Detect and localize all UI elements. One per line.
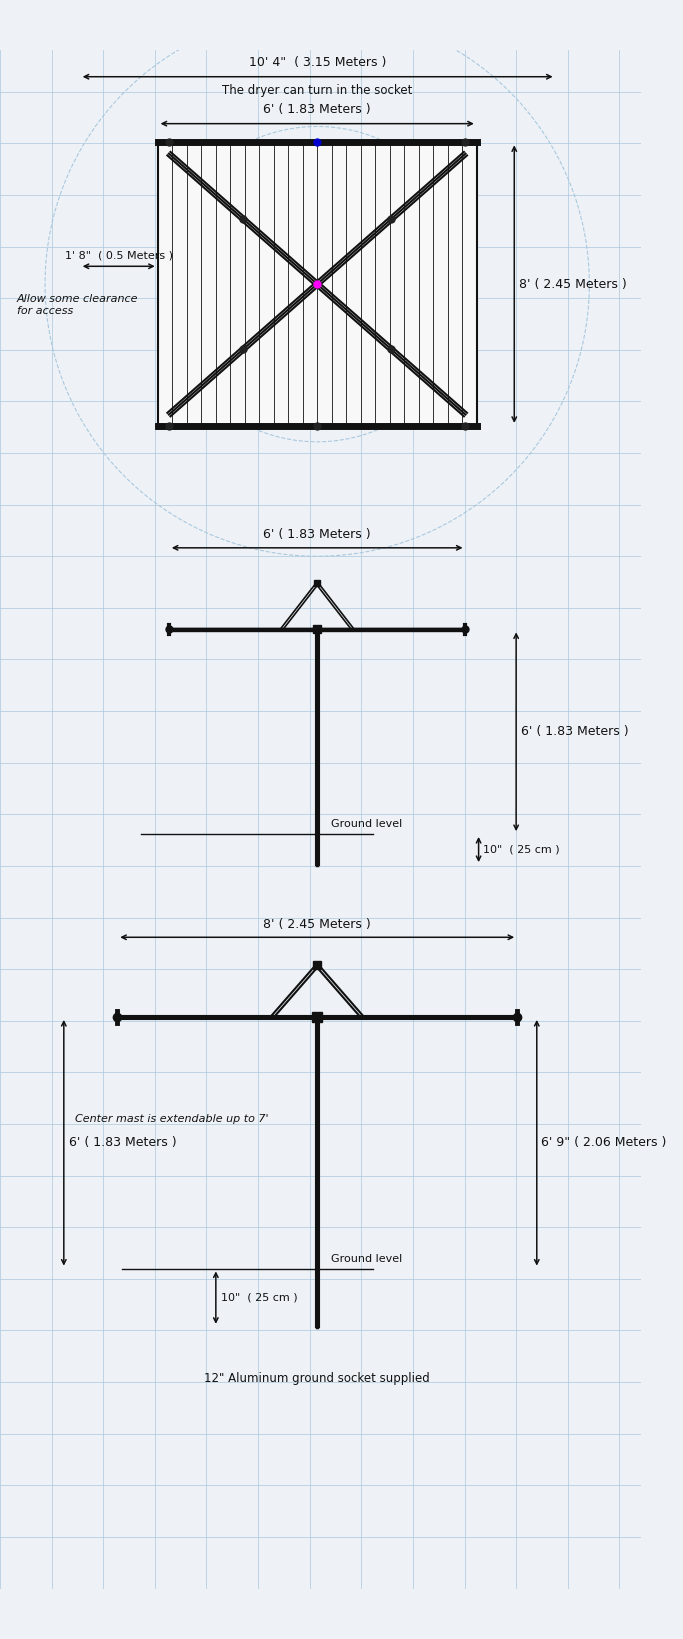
Bar [158,143,477,426]
Text: The dryer can turn in the socket: The dryer can turn in the socket [223,84,413,97]
Text: 6' ( 1.83 Meters ): 6' ( 1.83 Meters ) [264,528,371,541]
Text: 10"  ( 25 cm ): 10" ( 25 cm ) [484,844,560,854]
Text: 6' ( 1.83 Meters ): 6' ( 1.83 Meters ) [264,103,371,116]
Text: 8' ( 2.45 Meters ): 8' ( 2.45 Meters ) [519,277,627,290]
Text: Allow some clearance
for access: Allow some clearance for access [17,295,139,316]
Text: Center mast is extendable up to 7': Center mast is extendable up to 7' [75,1115,268,1124]
Text: 8' ( 2.45 Meters ): 8' ( 2.45 Meters ) [264,918,371,931]
Text: Ground level: Ground level [331,1254,402,1264]
Text: 6' ( 1.83 Meters ): 6' ( 1.83 Meters ) [68,1136,176,1149]
Text: 10' 4"  ( 3.15 Meters ): 10' 4" ( 3.15 Meters ) [249,56,387,69]
Text: 6' ( 1.83 Meters ): 6' ( 1.83 Meters ) [521,724,628,738]
Text: 12" Aluminum ground socket supplied: 12" Aluminum ground socket supplied [204,1372,430,1385]
Text: Ground level: Ground level [331,820,402,829]
Text: 6' 9" ( 2.06 Meters ): 6' 9" ( 2.06 Meters ) [542,1136,667,1149]
Text: 10"  ( 25 cm ): 10" ( 25 cm ) [221,1293,297,1303]
Text: 1' 8"  ( 0.5 Meters ): 1' 8" ( 0.5 Meters ) [65,251,173,261]
